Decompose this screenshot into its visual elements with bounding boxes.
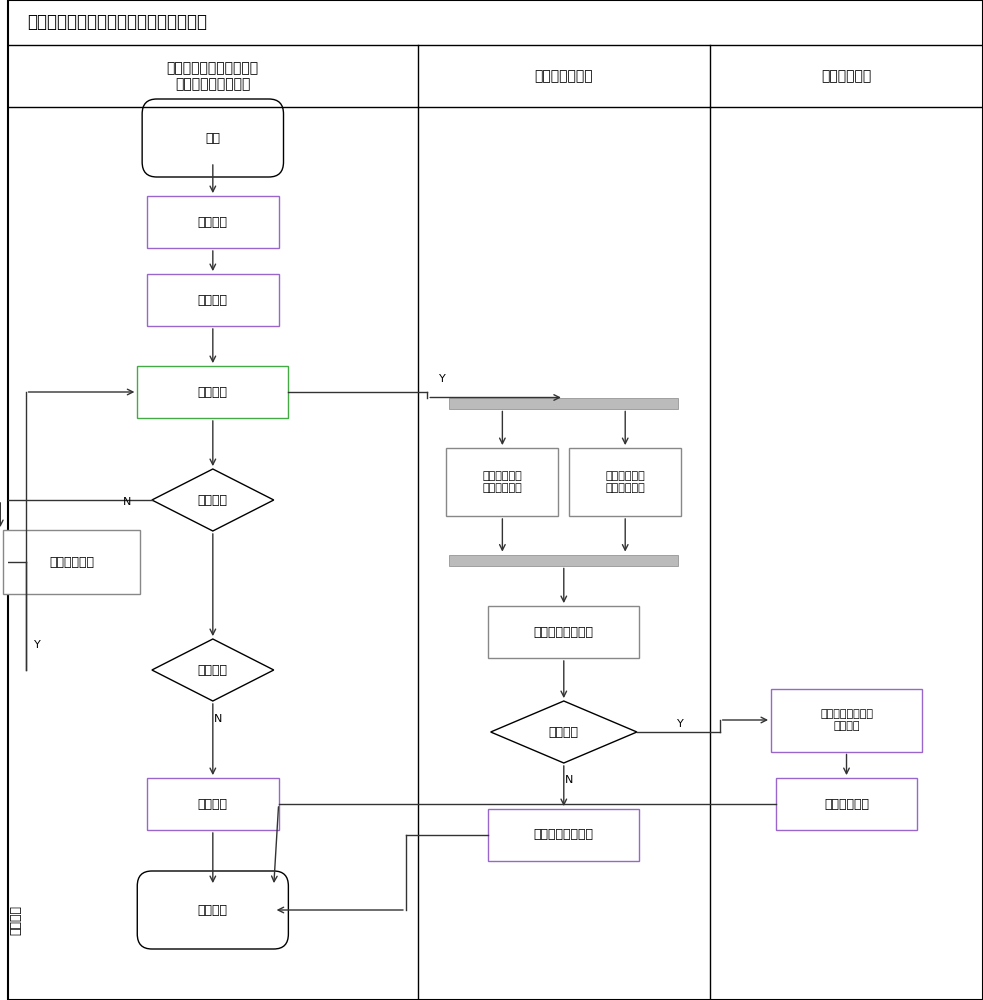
FancyBboxPatch shape (3, 530, 140, 594)
Text: 总代理的账户: 总代理的账户 (822, 69, 872, 83)
FancyBboxPatch shape (147, 196, 278, 248)
Text: 开始: 开始 (205, 131, 220, 144)
FancyBboxPatch shape (776, 778, 917, 830)
Text: 扣费成功: 扣费成功 (549, 726, 579, 738)
FancyBboxPatch shape (147, 274, 278, 326)
Text: Y: Y (438, 374, 445, 384)
Text: 总代收款账户增加
销售总额: 总代收款账户增加 销售总额 (820, 709, 873, 731)
FancyBboxPatch shape (138, 871, 288, 949)
Polygon shape (152, 469, 273, 531)
Text: 代理收款账户
增加销售金额: 代理收款账户 增加销售金额 (483, 471, 522, 493)
Text: N: N (213, 714, 222, 724)
FancyBboxPatch shape (138, 366, 288, 418)
FancyBboxPatch shape (446, 448, 558, 516)
Text: 一种多级代理模式下的订单扣费处理方法: 一种多级代理模式下的订单扣费处理方法 (28, 13, 207, 31)
FancyBboxPatch shape (489, 809, 639, 861)
Text: 继续购买: 继续购买 (198, 664, 228, 676)
Text: 支付订单: 支付订单 (198, 385, 228, 398)
Bar (449, 397, 678, 408)
Polygon shape (152, 639, 273, 701)
Text: N: N (564, 775, 573, 785)
FancyBboxPatch shape (489, 606, 639, 658)
Text: 充值账户: 充值账户 (198, 216, 228, 229)
Text: 订单扣费: 订单扣费 (10, 905, 23, 935)
Bar (449, 554, 678, 566)
Text: Y: Y (34, 640, 40, 650)
Text: 取消购买: 取消购买 (198, 798, 228, 810)
Text: 自动交付产品: 自动交付产品 (824, 798, 869, 810)
FancyBboxPatch shape (569, 448, 681, 516)
FancyBboxPatch shape (147, 778, 278, 830)
Text: 会员充值账户: 会员充值账户 (49, 556, 94, 568)
Text: 下级代理的账户: 下级代理的账户 (535, 69, 593, 83)
Text: 公有云销售平台会员账户
（代理的销售平台）: 公有云销售平台会员账户 （代理的销售平台） (167, 61, 259, 91)
Text: 购买产品: 购买产品 (198, 294, 228, 306)
Text: N: N (123, 497, 132, 507)
Text: 代理支出账户
减少成本金额: 代理支出账户 减少成本金额 (606, 471, 645, 493)
Text: 结束购买: 结束购买 (198, 904, 228, 916)
Text: 代理支出账户扣费: 代理支出账户扣费 (534, 626, 594, 639)
Text: 代理充值支出账户: 代理充值支出账户 (534, 828, 594, 842)
Polygon shape (491, 701, 637, 763)
Text: Y: Y (677, 719, 684, 729)
FancyBboxPatch shape (143, 99, 283, 177)
Text: 余额充足: 余额充足 (198, 493, 228, 506)
FancyBboxPatch shape (771, 688, 922, 752)
